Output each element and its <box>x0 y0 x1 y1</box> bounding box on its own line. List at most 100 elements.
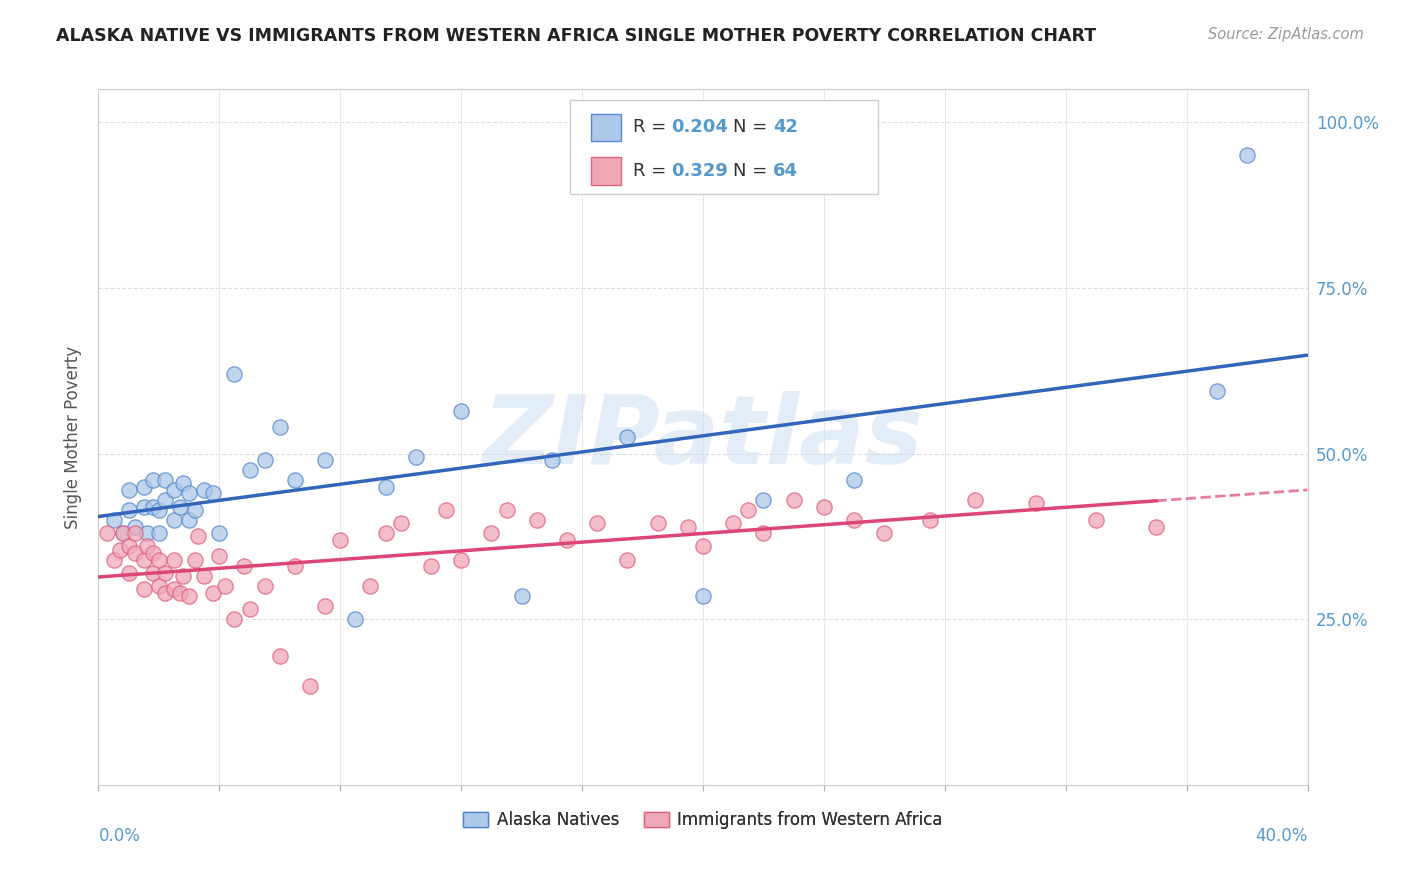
Point <box>135 540 157 554</box>
Point <box>202 586 225 600</box>
Point <box>737 503 759 517</box>
Point <box>132 480 155 494</box>
Text: ZIPatlas: ZIPatlas <box>482 391 924 483</box>
Point <box>132 552 155 566</box>
Point <box>179 486 201 500</box>
Point <box>124 519 146 533</box>
Point <box>1236 148 1258 162</box>
Point <box>142 500 165 514</box>
Point <box>692 589 714 603</box>
Point <box>193 483 215 497</box>
Point <box>118 566 141 580</box>
Point <box>224 612 246 626</box>
Point <box>148 526 170 541</box>
Point <box>202 486 225 500</box>
Point <box>153 473 176 487</box>
Point <box>124 526 146 541</box>
Text: 42: 42 <box>773 119 799 136</box>
Point <box>965 493 987 508</box>
Point <box>239 602 262 616</box>
Point <box>405 450 427 464</box>
Point <box>224 367 246 381</box>
Point <box>844 513 866 527</box>
Point <box>616 552 638 566</box>
Point <box>844 473 866 487</box>
Point <box>208 549 231 564</box>
Point <box>232 559 254 574</box>
Point <box>179 513 201 527</box>
Point <box>616 430 638 444</box>
Point <box>187 529 209 543</box>
Point <box>253 453 276 467</box>
Point <box>284 559 307 574</box>
Point <box>344 612 367 626</box>
FancyBboxPatch shape <box>591 113 621 141</box>
Point <box>374 480 396 494</box>
Point <box>148 579 170 593</box>
Point <box>118 483 141 497</box>
Point <box>124 546 146 560</box>
Point <box>153 586 176 600</box>
Point <box>269 648 291 663</box>
Text: R =: R = <box>633 119 672 136</box>
Point <box>163 552 186 566</box>
FancyBboxPatch shape <box>569 100 879 194</box>
Point <box>450 552 472 566</box>
Point <box>540 453 562 467</box>
Text: 0.204: 0.204 <box>672 119 728 136</box>
Point <box>284 473 307 487</box>
Text: Source: ZipAtlas.com: Source: ZipAtlas.com <box>1208 27 1364 42</box>
Point <box>163 513 186 527</box>
Point <box>163 582 186 597</box>
Point <box>103 552 125 566</box>
Point <box>420 559 443 574</box>
Point <box>752 526 775 541</box>
Point <box>169 500 191 514</box>
Point <box>179 589 201 603</box>
Point <box>314 599 336 613</box>
Point <box>153 493 176 508</box>
Point <box>813 500 835 514</box>
FancyBboxPatch shape <box>591 157 621 185</box>
Point <box>314 453 336 467</box>
Point <box>586 516 609 531</box>
Point <box>752 493 775 508</box>
Point <box>132 582 155 597</box>
Point <box>374 526 396 541</box>
Point <box>118 503 141 517</box>
Point <box>299 679 322 693</box>
Text: N =: N = <box>734 162 773 180</box>
Text: 64: 64 <box>773 162 799 180</box>
Point <box>918 513 941 527</box>
Point <box>172 569 194 583</box>
Y-axis label: Single Mother Poverty: Single Mother Poverty <box>65 345 83 529</box>
Text: 40.0%: 40.0% <box>1256 827 1308 845</box>
Point <box>169 586 191 600</box>
Text: R =: R = <box>633 162 672 180</box>
Point <box>118 540 141 554</box>
Point <box>481 526 503 541</box>
Point <box>1144 519 1167 533</box>
Text: ALASKA NATIVE VS IMMIGRANTS FROM WESTERN AFRICA SINGLE MOTHER POVERTY CORRELATIO: ALASKA NATIVE VS IMMIGRANTS FROM WESTERN… <box>56 27 1097 45</box>
Legend: Alaska Natives, Immigrants from Western Africa: Alaska Natives, Immigrants from Western … <box>457 805 949 836</box>
Point <box>148 503 170 517</box>
Point <box>142 473 165 487</box>
Point <box>184 552 207 566</box>
Point <box>269 420 291 434</box>
Point <box>111 526 134 541</box>
Point <box>1085 513 1108 527</box>
Point <box>329 533 352 547</box>
Point <box>526 513 548 527</box>
Text: 0.0%: 0.0% <box>98 827 141 845</box>
Point <box>142 546 165 560</box>
Point <box>214 579 236 593</box>
Point <box>495 503 517 517</box>
Point <box>108 542 131 557</box>
Point <box>193 569 215 583</box>
Point <box>103 513 125 527</box>
Point <box>239 463 262 477</box>
Text: N =: N = <box>734 119 773 136</box>
Point <box>676 519 699 533</box>
Point <box>163 483 186 497</box>
Point <box>253 579 276 593</box>
